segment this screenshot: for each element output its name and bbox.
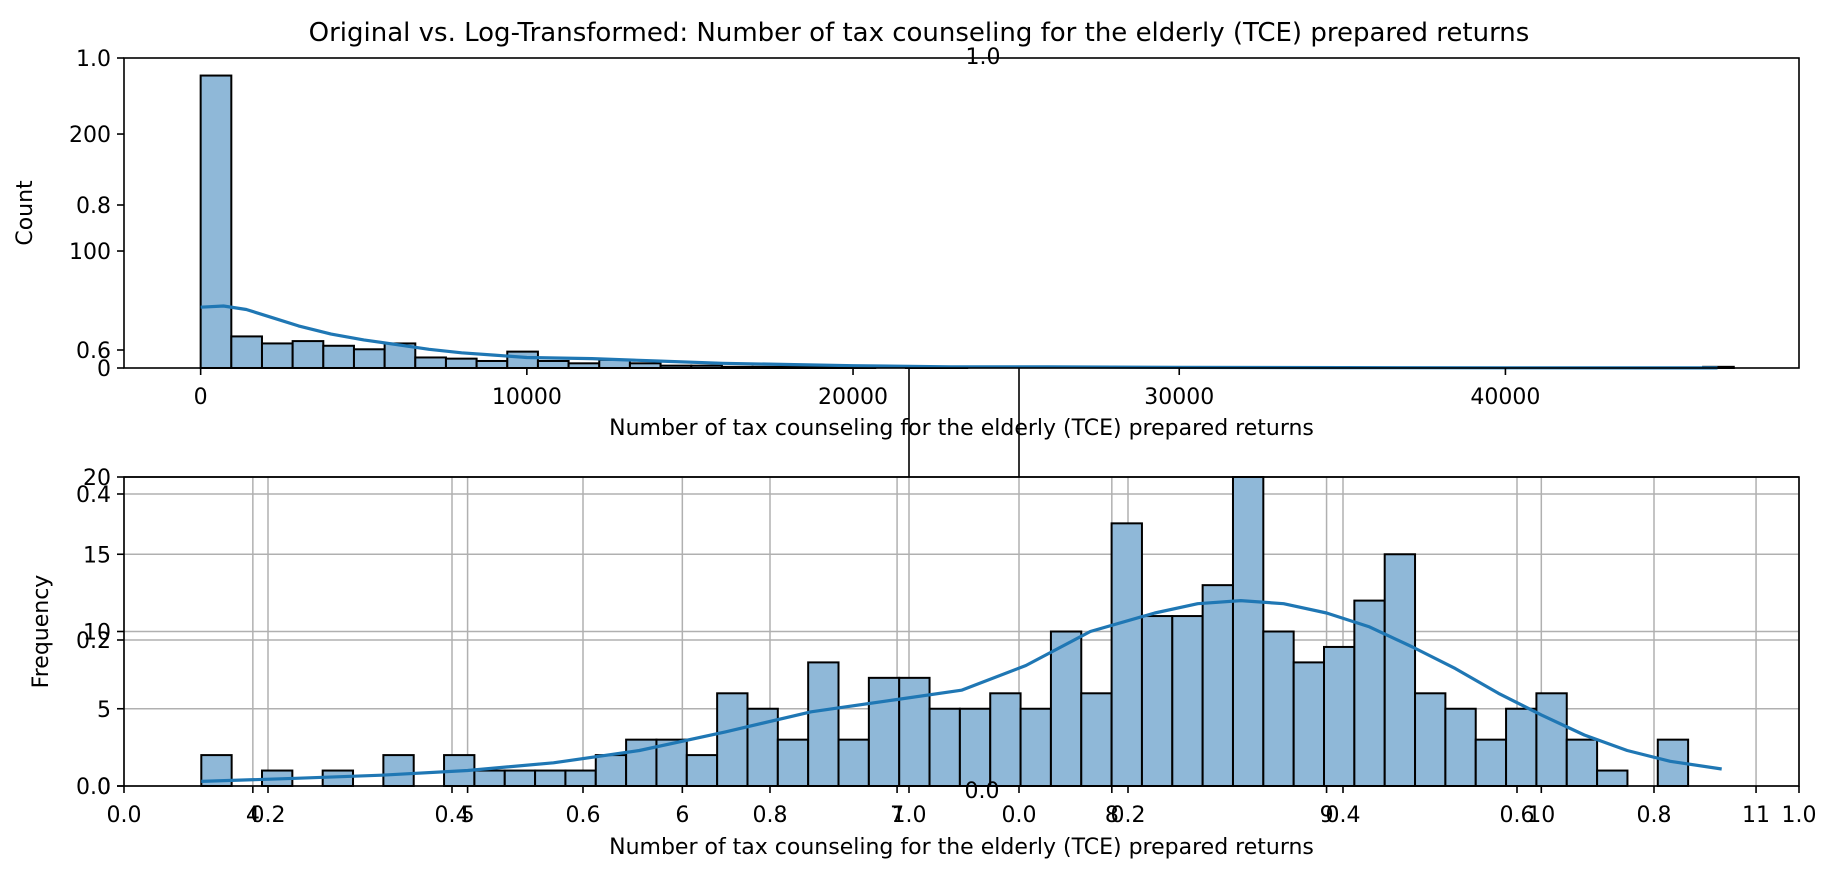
histogram-bar [534, 769, 567, 787]
overlay-y-tick-label: 0.2 [76, 629, 111, 654]
x-tick-label: 8 [1105, 803, 1119, 828]
overlay-top-tick-label: 1.0 [966, 45, 1001, 70]
histogram-bar [230, 335, 263, 370]
x-tick-label: 40000 [1470, 385, 1540, 410]
overlay-x-tick-label: 0.4 [1326, 803, 1361, 828]
histogram-bar [1414, 692, 1447, 787]
histogram-bar [1080, 692, 1113, 787]
histogram-bar [867, 676, 901, 787]
histogram-bar [1444, 707, 1477, 787]
overlay-x-tick-label: 0.8 [1637, 803, 1672, 828]
histogram-bar [1535, 692, 1568, 787]
overlay-y-tick-label: 0.4 [76, 483, 111, 508]
x-tick-label: 9 [1320, 803, 1334, 828]
histogram-bar [1201, 584, 1234, 788]
histogram-bar [958, 707, 992, 787]
histogram-bar [1110, 522, 1143, 787]
histogram-bar [1596, 769, 1629, 787]
overlay-y-tick-label: 0.8 [76, 194, 111, 219]
histogram-bar [352, 348, 386, 370]
x-tick-label: 20000 [818, 385, 888, 410]
histogram-bar [414, 356, 447, 370]
y-tick-label: 100 [69, 240, 111, 265]
histogram-bar [564, 769, 597, 787]
histogram-bar [685, 754, 719, 787]
histogram-bar [716, 692, 749, 787]
x-tick-label: 30000 [1144, 385, 1214, 410]
overlay-mid-label: 0.0 [965, 779, 1000, 804]
histogram-bar [503, 769, 537, 787]
histogram-bar [1565, 738, 1599, 788]
overlay-x-tick-label: 0.0 [1002, 803, 1037, 828]
x-tick-label: 6 [675, 803, 689, 828]
histogram-bar [475, 359, 509, 370]
x-tick-label: 7 [890, 803, 904, 828]
histogram-bar [989, 692, 1022, 787]
overlay-x-tick-label: 1.0 [892, 803, 927, 828]
histogram-bar [199, 74, 233, 369]
histogram-bar [1292, 661, 1326, 788]
overlay-x-tick-label: 0.8 [753, 803, 788, 828]
histogram-bar [594, 754, 628, 787]
overlay-axes [124, 368, 1799, 478]
x-axis-label: Number of tax counseling for the elderly… [609, 416, 1314, 441]
x-tick-label: 5 [461, 803, 475, 828]
histogram-bar [444, 357, 478, 370]
y-tick-label: 10 [83, 621, 111, 646]
histogram-bar [506, 350, 539, 370]
overlay-x-tick-label: 0.6 [1500, 803, 1535, 828]
histogram-bar [1019, 707, 1052, 787]
histogram-bar [473, 769, 506, 787]
histogram-bar [837, 738, 870, 788]
x-tick-label: 10000 [492, 385, 562, 410]
overlay-x-tick-label: 0.2 [251, 803, 286, 828]
x-tick-label: 0 [194, 385, 208, 410]
histogram-bar [1474, 738, 1508, 788]
histogram-bar [291, 340, 325, 369]
histogram-bar [1231, 476, 1265, 787]
histogram-bar [807, 661, 840, 788]
histogram-bar [1140, 615, 1174, 787]
y-tick-label: 0 [97, 357, 111, 382]
y-tick-label: 200 [69, 123, 111, 148]
histogram-bar [1383, 553, 1417, 787]
histogram-bar [928, 707, 961, 787]
top-histogram-panel: 0 10000 20000 30000 40000 0 100 200 Number of ta… [13, 45, 1800, 441]
axes-frame [123, 57, 1800, 369]
histogram-bar [260, 342, 294, 369]
figure-title: Original vs. Log-Transformed: Number of … [309, 18, 1530, 48]
histogram-bar [382, 754, 415, 787]
overlay-x-tick-label: 0.6 [566, 803, 601, 828]
histogram-bar [1262, 630, 1295, 787]
overlay-x-tick-label: 0.0 [107, 803, 142, 828]
overlay-y-tick-label: 1.0 [76, 47, 111, 72]
y-tick-label: 20 [83, 466, 111, 491]
bottom-histogram-panel: 4 5 6 7 8 9 10 11 0 5 10 15 20 Number of tax counseli… [29, 466, 1817, 860]
x-tick-label: 11 [1742, 803, 1770, 828]
histogram-bar [1505, 707, 1538, 787]
y-tick-label: 5 [97, 698, 111, 723]
kde-line [201, 598, 1722, 783]
x-axis-label: Number of tax counseling for the elderly… [609, 835, 1314, 860]
x-tick-label: 10 [1527, 803, 1555, 828]
overlay-x-tick-label: 0.2 [1111, 803, 1146, 828]
overlay-y-tick-label: 0.6 [76, 339, 111, 364]
histogram-bar [536, 359, 570, 370]
histogram-bar [322, 344, 355, 370]
histogram-bar [1171, 615, 1204, 787]
y-tick-label: 15 [83, 543, 111, 568]
overlay-y-tick-label: 0.0 [76, 775, 111, 800]
x-tick-label: 4 [246, 803, 260, 828]
overlay-x-tick-label: 0.4 [435, 803, 470, 828]
histogram-bar [1323, 645, 1356, 788]
y-axis-label: Frequency [29, 575, 54, 689]
histogram-bar [776, 738, 810, 788]
y-tick-label: 0 [97, 775, 111, 800]
y-axis-label: Count [13, 180, 38, 246]
histogram-bar [1049, 630, 1083, 787]
overlay-x-tick-label: 1.0 [1782, 803, 1817, 828]
